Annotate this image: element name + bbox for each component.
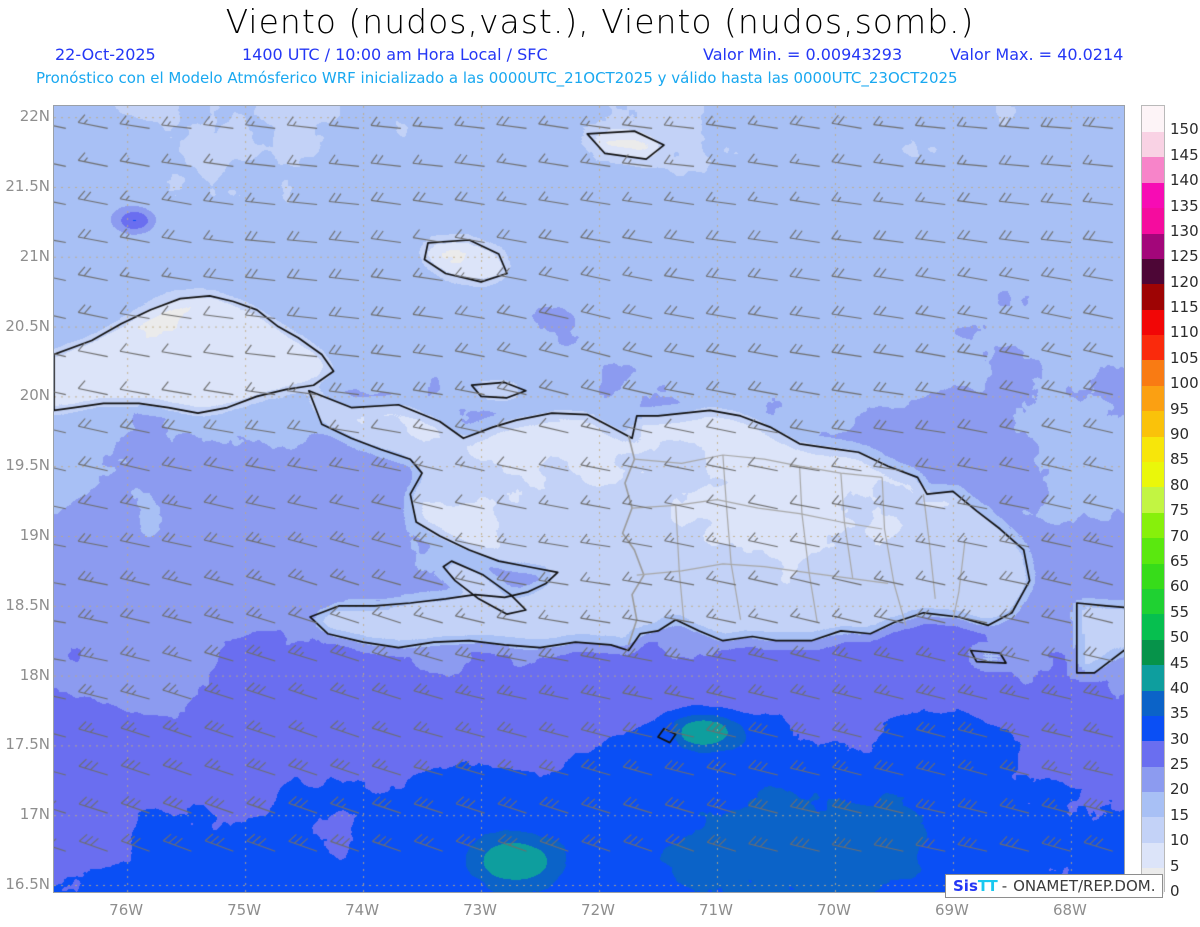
value-max: Valor Max. = 40.0214 <box>950 45 1124 64</box>
colorbar-tick-label: 75 <box>1170 501 1190 520</box>
lat-tick-label: 17N <box>19 805 50 824</box>
lat-tick-label: 21N <box>19 246 50 265</box>
lat-tick-label: 16.5N <box>5 875 50 894</box>
forecast-model-text: Pronóstico con el Modelo Atmósferico WRF… <box>36 69 958 87</box>
colorbar-tick-label: 85 <box>1170 450 1190 469</box>
forecast-date: 22-Oct-2025 <box>55 45 156 64</box>
weather-map[interactable] <box>53 105 1125 893</box>
colorbar-tick-label: 70 <box>1170 526 1190 545</box>
lat-tick-label: 21.5N <box>5 176 50 195</box>
colorbar-swatch <box>1142 486 1164 513</box>
lat-tick-label: 18.5N <box>5 595 50 614</box>
colorbar-swatch <box>1142 689 1164 716</box>
colorbar-swatch <box>1142 588 1164 615</box>
colorbar-tick-label: 45 <box>1170 653 1190 672</box>
value-min: Valor Min. = 0.00943293 <box>703 45 903 64</box>
lat-tick-label: 18N <box>19 665 50 684</box>
chart-header: Viento (nudos,vast.), Viento (nudos,somb… <box>0 0 1200 96</box>
colorbar-swatch <box>1142 182 1164 209</box>
colorbar-tick-label: 50 <box>1170 628 1190 647</box>
lon-tick-label: 71W <box>699 901 733 919</box>
lat-tick-label: 22N <box>19 107 50 126</box>
logo-dash: - <box>1001 877 1008 895</box>
colorbar-swatch <box>1142 461 1164 488</box>
lon-tick-label: 73W <box>463 901 497 919</box>
colorbar-tick-label: 40 <box>1170 678 1190 697</box>
colorbar-tick-label: 120 <box>1170 272 1199 291</box>
colorbar-swatch <box>1142 258 1164 285</box>
colorbar-tick-label: 10 <box>1170 831 1190 850</box>
colorbar-swatch <box>1142 664 1164 691</box>
lon-tick-label: 75W <box>227 901 262 919</box>
colorbar-swatch <box>1142 740 1164 767</box>
colorbar-tick-label: 115 <box>1170 298 1199 317</box>
colorbar-swatch <box>1142 791 1164 818</box>
colorbar-tick-label: 60 <box>1170 577 1190 596</box>
colorbar-tick-label: 80 <box>1170 475 1190 494</box>
colorbar-tick-label: 95 <box>1170 399 1190 418</box>
lon-tick-label: 74W <box>345 901 380 919</box>
lat-tick-label: 19N <box>19 525 50 544</box>
colorbar <box>1141 105 1165 894</box>
page-title: Viento (nudos,vast.), Viento (nudos,somb… <box>225 2 975 41</box>
colorbar-swatch <box>1142 283 1164 310</box>
colorbar-tick-label: 110 <box>1170 323 1199 342</box>
colorbar-tick-label: 0 <box>1170 882 1180 900</box>
colorbar-swatch <box>1142 207 1164 234</box>
lat-tick-label: 17.5N <box>5 735 50 754</box>
colorbar-swatch <box>1142 232 1164 259</box>
colorbar-swatch <box>1142 766 1164 793</box>
colorbar-swatch <box>1142 816 1164 843</box>
colorbar-swatch <box>1142 131 1164 158</box>
colorbar-tick-label: 15 <box>1170 805 1190 824</box>
colorbar-tick-label: 105 <box>1170 348 1199 367</box>
colorbar-swatch <box>1142 156 1164 183</box>
colorbar-tick-label: 55 <box>1170 602 1190 621</box>
colorbar-tick-label: 145 <box>1170 145 1199 164</box>
colorbar-tick-label: 5 <box>1170 856 1180 875</box>
colorbar-tick-label: 140 <box>1170 171 1199 190</box>
forecast-time: 1400 UTC / 10:00 am Hora Local / SFC <box>242 45 548 64</box>
colorbar-tick-label: 150 <box>1170 120 1199 139</box>
colorbar-tick-label: 25 <box>1170 755 1190 774</box>
colorbar-swatch <box>1142 613 1164 640</box>
colorbar-swatch <box>1142 359 1164 386</box>
colorbar-swatch <box>1142 106 1164 132</box>
lon-tick-label: 76W <box>109 901 144 919</box>
colorbar-tick-label: 100 <box>1170 374 1199 393</box>
logo-org-text: ONAMET/REP.DOM. <box>1013 877 1156 895</box>
colorbar-tick-label: 30 <box>1170 729 1190 748</box>
colorbar-swatch <box>1142 436 1164 463</box>
lat-tick-label: 19.5N <box>5 456 50 475</box>
colorbar-swatch <box>1142 842 1164 869</box>
lat-tick-label: 20N <box>19 386 50 405</box>
colorbar-swatch <box>1142 385 1164 412</box>
colorbar-tick-label: 65 <box>1170 551 1190 570</box>
colorbar-swatch <box>1142 512 1164 539</box>
colorbar-tick-label: 135 <box>1170 196 1199 215</box>
colorbar-swatch <box>1142 639 1164 666</box>
colorbar-tick-label: 125 <box>1170 247 1199 266</box>
lon-tick-label: 70W <box>817 901 851 919</box>
colorbar-tick-label: 90 <box>1170 425 1190 444</box>
colorbar-swatch <box>1142 309 1164 336</box>
colorbar-swatch <box>1142 334 1164 361</box>
lon-tick-label: 68W <box>1052 901 1087 919</box>
logo-sis-text: Sis <box>953 877 978 895</box>
sistt-onamet-logo: Sis TT - ONAMET/REP.DOM. <box>945 874 1164 898</box>
colorbar-tick-label: 130 <box>1170 221 1199 240</box>
colorbar-swatch <box>1142 410 1164 437</box>
colorbar-tick-label: 35 <box>1170 704 1190 723</box>
wind-shading-canvas <box>54 106 1124 892</box>
lat-tick-label: 20.5N <box>5 316 50 335</box>
colorbar-swatch <box>1142 562 1164 589</box>
logo-tt-text: TT <box>977 877 998 895</box>
colorbar-swatch <box>1142 715 1164 742</box>
colorbar-tick-label: 20 <box>1170 780 1190 799</box>
lon-tick-label: 72W <box>581 901 615 919</box>
lon-tick-label: 69W <box>934 901 969 919</box>
colorbar-swatch <box>1142 537 1164 564</box>
